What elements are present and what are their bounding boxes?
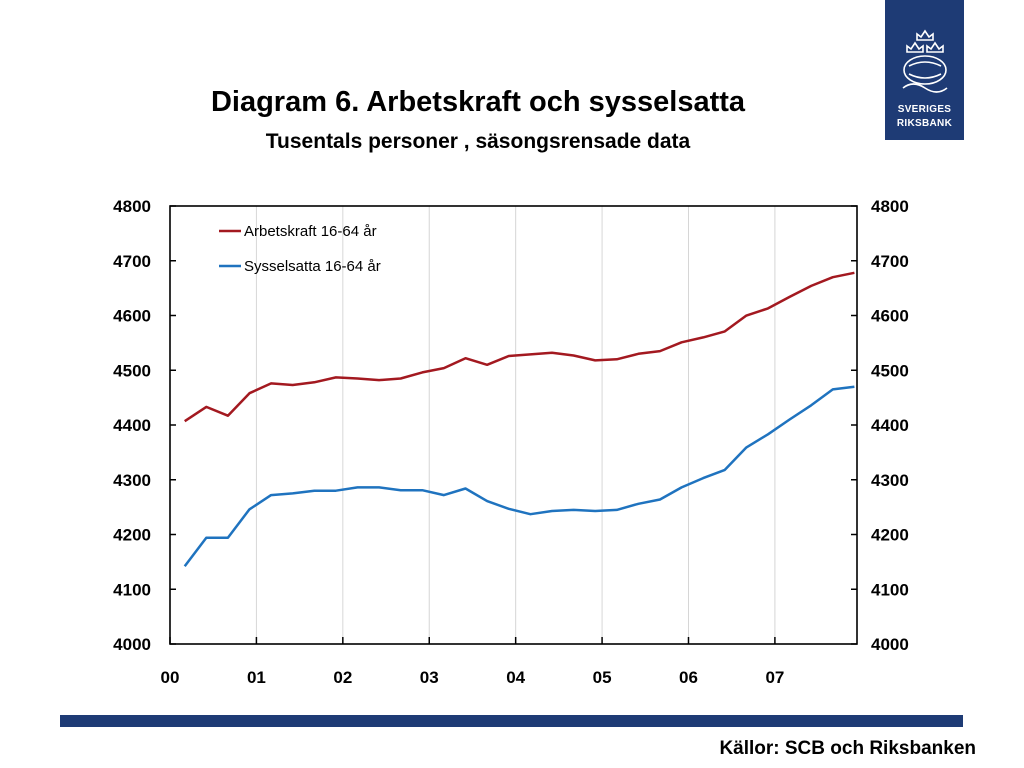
x-tick-label: 00 <box>161 668 180 687</box>
x-tick-label: 05 <box>593 668 612 687</box>
y-tick-label-right: 4400 <box>871 416 909 435</box>
x-tick-label: 04 <box>506 668 525 687</box>
riksbank-logo: SVERIGES RIKSBANK <box>885 0 964 140</box>
line-chart: 00 01 02 03 04 05 06 07 4000 4000 4100 4100 4200 4200… <box>113 197 909 687</box>
y-tick-label-left: 4100 <box>113 580 151 599</box>
y-tick-label-left: 4500 <box>113 361 151 380</box>
series-line-1 <box>184 271 855 423</box>
crown-emblem-icon <box>902 29 948 93</box>
y-tick-label-left: 4800 <box>113 197 151 216</box>
y-tick-label-right: 4700 <box>871 252 909 271</box>
y-tick-label-right: 4600 <box>871 307 909 326</box>
source-note: Källor: SCB och Riksbanken <box>719 738 976 759</box>
chart-title: Diagram 6. Arbetskraft och sysselsatta <box>210 86 746 118</box>
y-tick-label-right: 4500 <box>871 361 909 380</box>
y-tick-label-left: 4000 <box>113 635 151 654</box>
chart-series <box>183 271 855 568</box>
y-tick-label-right: 4000 <box>871 635 909 654</box>
y-tick-label-left: 4300 <box>113 471 151 490</box>
footer-bar <box>60 715 963 727</box>
x-tick-label: 07 <box>765 668 784 687</box>
logo-text-line1: SVERIGES <box>897 104 952 115</box>
x-tick-label: 01 <box>247 668 266 687</box>
legend-label-1: Arbetskraft 16-64 år <box>244 223 377 240</box>
x-tick-label: 03 <box>420 668 439 687</box>
y-tick-label-left: 4700 <box>113 252 151 271</box>
chart-legend: Arbetskraft 16-64 år Sysselsatta 16-64 år <box>219 223 381 275</box>
logo-text-line2: RIKSBANK <box>896 118 953 129</box>
y-tick-label-right: 4800 <box>871 197 909 216</box>
x-tick-label: 06 <box>679 668 698 687</box>
y-tick-label-right: 4300 <box>871 471 909 490</box>
series-line-2 <box>183 385 855 568</box>
vertical-grid <box>255 206 776 644</box>
y-tick-label-left: 4200 <box>113 526 151 545</box>
y-tick-label-right: 4200 <box>871 526 909 545</box>
chart-subtitle: Tusentals personer , säsongsrensade data <box>265 130 691 153</box>
y-tick-label-left: 4400 <box>113 416 151 435</box>
x-tick-label: 02 <box>333 668 352 687</box>
y-tick-label-left: 4600 <box>113 307 151 326</box>
legend-label-2: Sysselsatta 16-64 år <box>244 258 381 275</box>
y-tick-label-right: 4100 <box>871 580 909 599</box>
chart-axes: 00 01 02 03 04 05 06 07 4000 4000 4100 4100 4200 4200… <box>113 197 909 687</box>
